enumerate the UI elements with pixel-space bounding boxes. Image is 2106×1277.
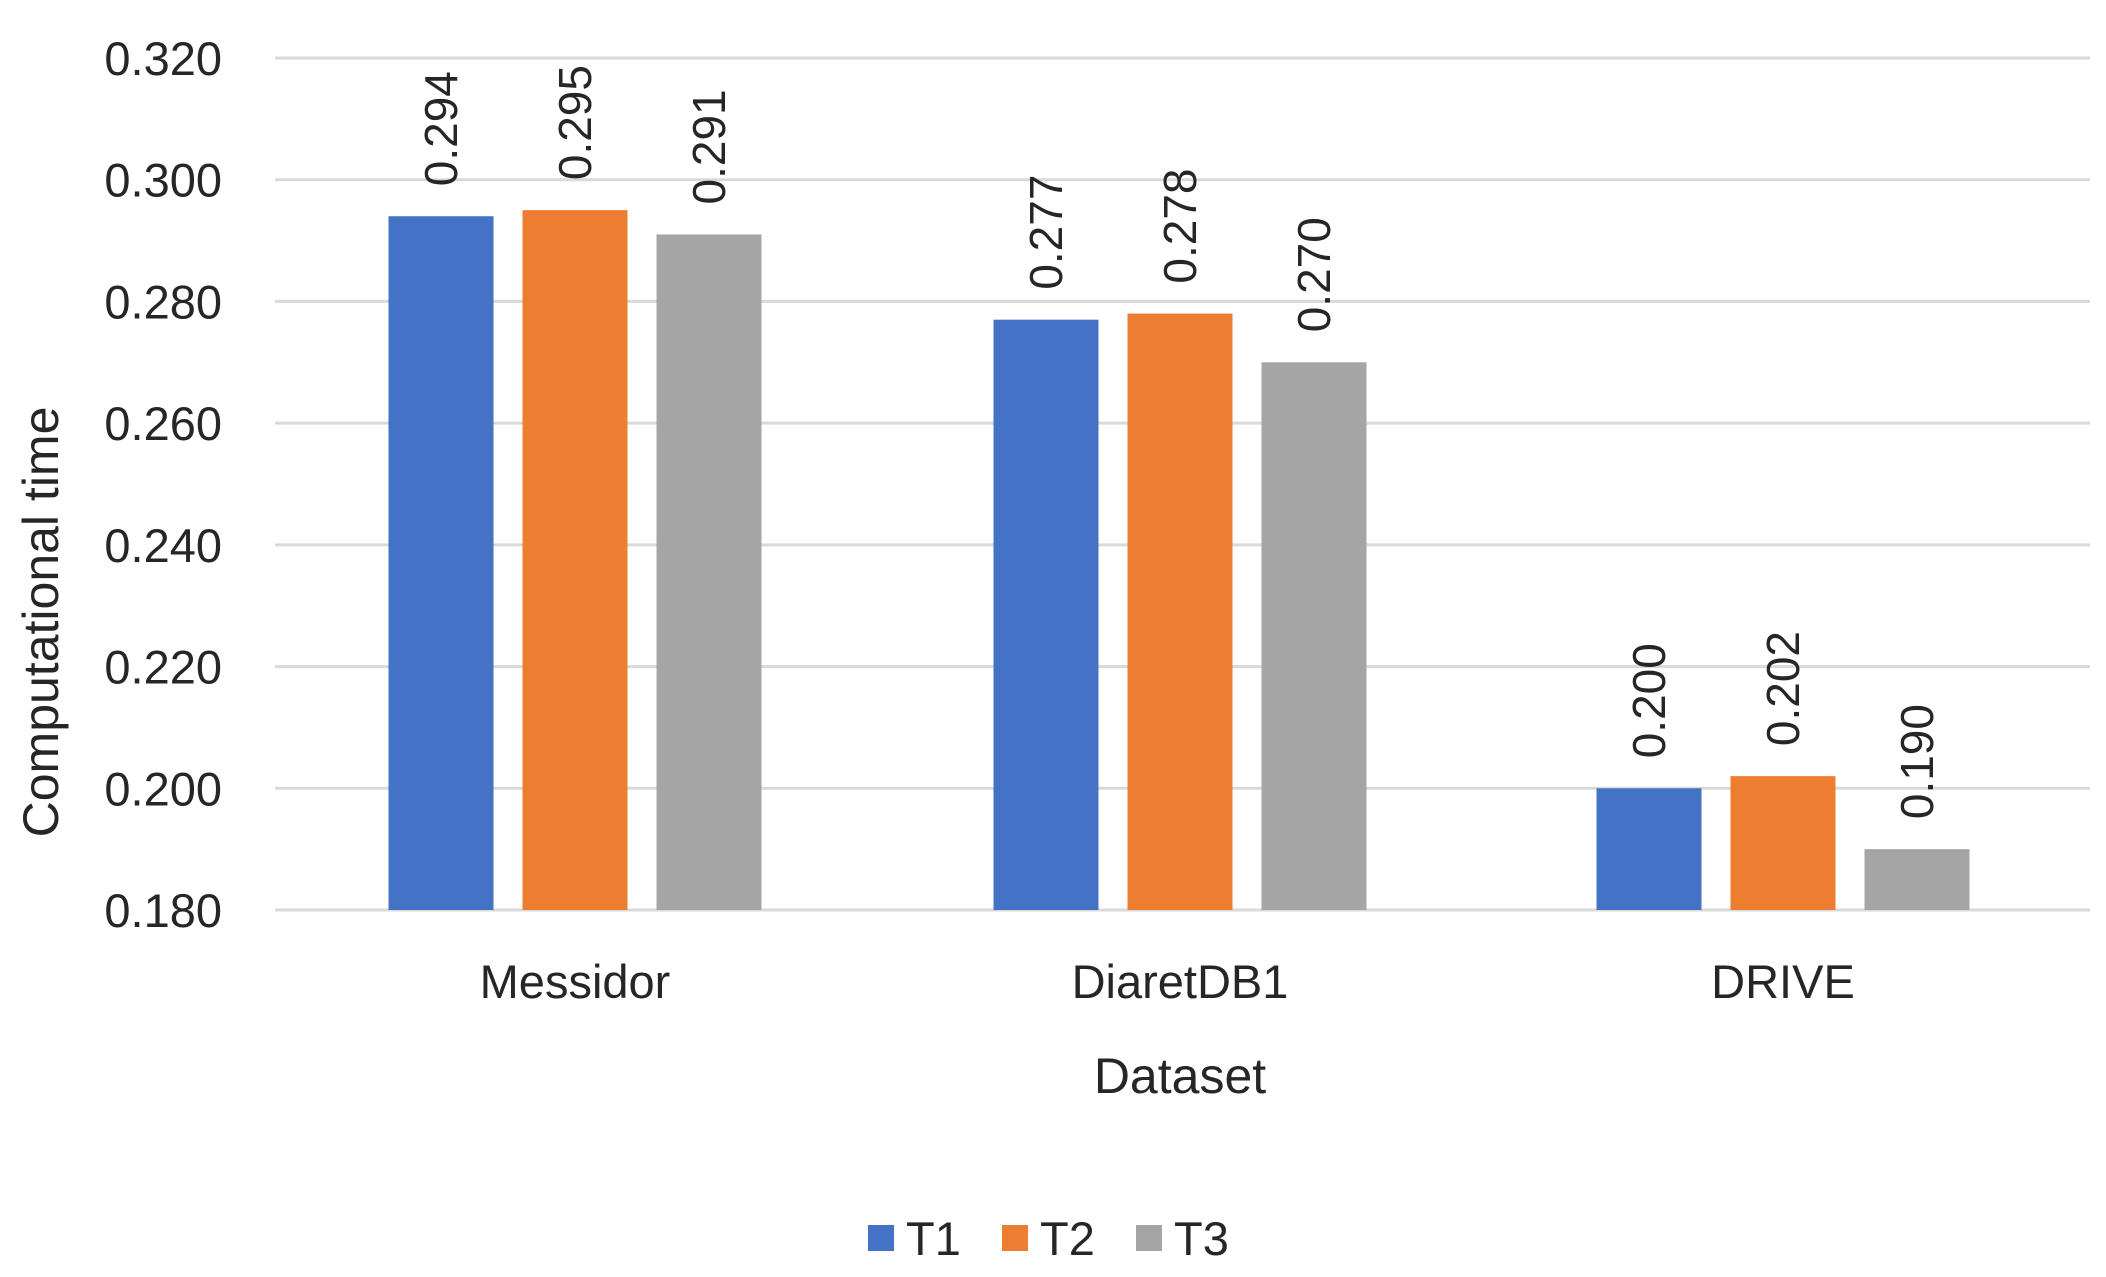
legend-item-t1: T1 — [868, 1212, 961, 1265]
bar-t3-diaretdb1 — [1261, 362, 1367, 910]
legend-label: T2 — [1040, 1212, 1095, 1265]
x-axis-title: Dataset — [1094, 1048, 1266, 1104]
y-tick-label: 0.280 — [104, 275, 222, 328]
data-label: 0.277 — [1020, 175, 1072, 290]
category-labels: Messidor DiaretDB1 DRIVE — [480, 955, 1855, 1008]
legend-swatch — [1002, 1225, 1028, 1251]
x-category-label: Messidor — [480, 955, 671, 1008]
bar-t3-drive — [1864, 849, 1970, 910]
y-tick-label: 0.180 — [104, 884, 222, 937]
data-label: 0.295 — [549, 65, 601, 180]
y-axis-ticks: 0.180 0.200 0.220 0.240 0.260 0.280 0.300 0.320 — [104, 32, 222, 937]
data-label: 0.202 — [1757, 631, 1809, 746]
bar-t2-diaretdb1 — [1127, 313, 1233, 911]
legend-item-t3: T3 — [1136, 1212, 1229, 1265]
y-axis-title: Computational time — [13, 407, 69, 838]
bar-t1-diaretdb1 — [993, 319, 1099, 911]
bar-t1-drive — [1596, 788, 1702, 910]
data-label: 0.190 — [1891, 704, 1943, 819]
data-label: 0.294 — [415, 71, 467, 186]
bars — [388, 210, 1970, 911]
legend: T1 T2 T3 — [868, 1212, 1229, 1265]
y-tick-label: 0.320 — [104, 32, 222, 85]
x-category-label: DRIVE — [1711, 955, 1855, 1008]
y-tick-label: 0.300 — [104, 154, 222, 207]
legend-swatch — [1136, 1225, 1162, 1251]
bar-t1-messidor — [388, 216, 494, 910]
legend-label: T1 — [906, 1212, 961, 1265]
data-label: 0.200 — [1623, 643, 1675, 758]
legend-item-t2: T2 — [1002, 1212, 1095, 1265]
data-label: 0.291 — [683, 89, 735, 204]
data-labels: 0.294 0.295 0.291 0.277 0.278 0.270 0.200 0.202… — [415, 65, 1943, 819]
bar-t3-messidor — [656, 234, 762, 910]
data-label: 0.278 — [1154, 168, 1206, 283]
y-tick-label: 0.240 — [104, 519, 222, 572]
y-tick-label: 0.200 — [104, 762, 222, 815]
data-label: 0.270 — [1288, 217, 1340, 332]
bar-t2-messidor — [522, 210, 628, 911]
y-tick-label: 0.260 — [104, 397, 222, 450]
y-tick-label: 0.220 — [104, 641, 222, 694]
bar-t2-drive — [1730, 776, 1836, 910]
legend-label: T3 — [1174, 1212, 1229, 1265]
x-category-label: DiaretDB1 — [1072, 955, 1289, 1008]
legend-swatch — [868, 1225, 894, 1251]
